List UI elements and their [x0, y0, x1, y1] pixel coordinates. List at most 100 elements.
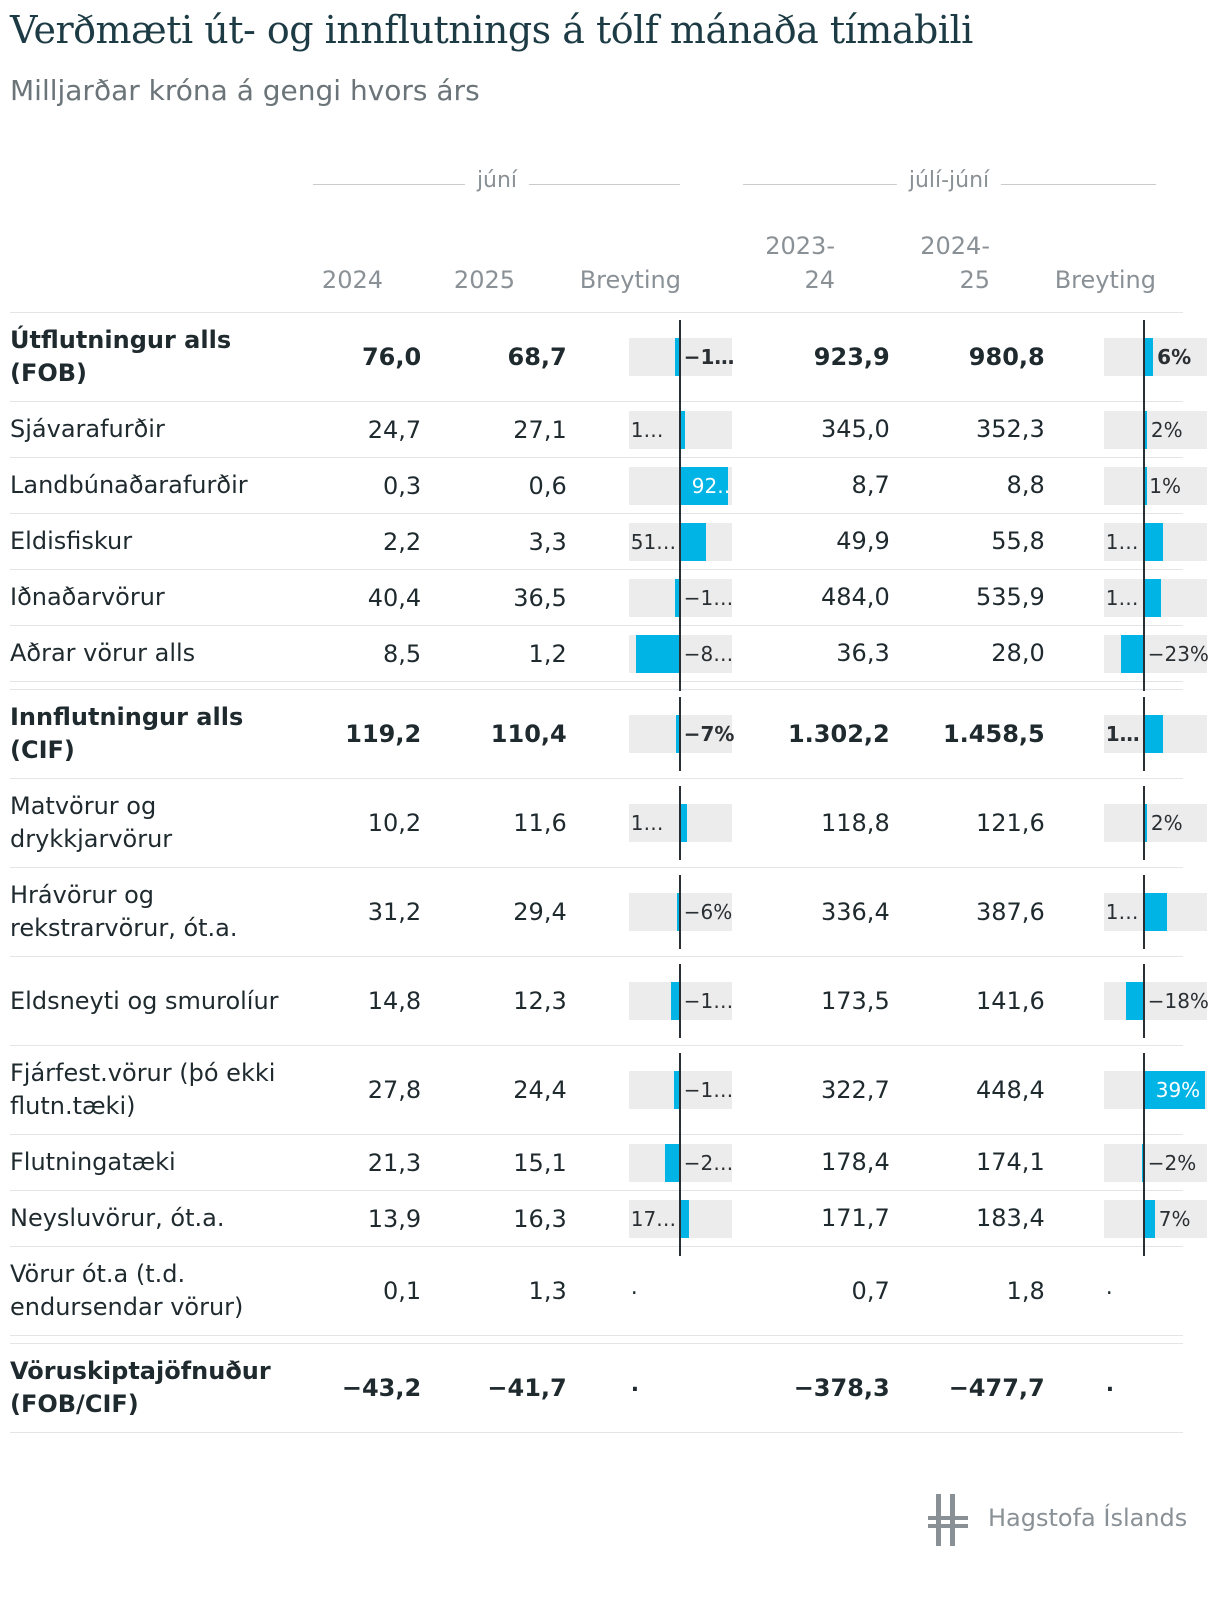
- month-change-bar: 1…: [628, 786, 732, 860]
- row-rest: . 0,7 1,8.: [566, 1246, 1183, 1336]
- value-month-2024: 0,3: [307, 457, 422, 514]
- month-change-bar: 17…: [628, 1181, 732, 1256]
- row-label: Vöruskiptajöfnuður (FOB/CIF): [10, 1343, 308, 1433]
- row-rest: −1… 322,7 448,4 39%: [566, 1045, 1207, 1135]
- value-period-1: 36,3: [836, 639, 890, 667]
- value-month-2025: 36,5: [421, 569, 567, 626]
- period-change-bar-fill: [1143, 338, 1154, 376]
- value-period-1: 484,0: [821, 583, 890, 611]
- value-period-2: 1.458,5: [942, 720, 1045, 748]
- period-change-zero-axis: [1142, 964, 1145, 1038]
- month-change-label: 51…: [630, 529, 677, 554]
- month-change-bar-fill: [671, 982, 680, 1020]
- row-rest: 1… 118,8 121,6 2%: [566, 778, 1207, 868]
- value-month-2024: 76,0: [307, 312, 422, 402]
- period-change-label: 1…: [1105, 722, 1140, 746]
- period-change-bar: −23%: [1103, 616, 1209, 691]
- month-change-zero-axis: [678, 504, 681, 579]
- period-change-label: 7%: [1158, 1206, 1191, 1231]
- row-rest: −1… 173,5 141,6 −18%: [566, 956, 1209, 1046]
- row-label: Útflutningur alls (FOB): [10, 312, 308, 402]
- month-change-zero-axis: [678, 875, 681, 949]
- value-month-2025: 15,1: [421, 1134, 567, 1191]
- row-label: Landbúnaðarafurðir: [10, 457, 308, 514]
- value-month-2024: 24,7: [307, 401, 422, 458]
- value-period-1: −378,3: [793, 1374, 890, 1402]
- value-month-2024: 2,2: [307, 513, 422, 570]
- value-month-2025: 68,7: [421, 312, 567, 402]
- header-month-change: Breyting: [579, 266, 681, 294]
- period-change-label: 1…: [1105, 585, 1139, 610]
- month-change-bar-fill: [679, 410, 685, 449]
- chart-subtitle: Milljarðar króna á gengi hvors árs: [10, 74, 480, 107]
- header-period-1-line2: 24: [804, 266, 835, 294]
- table-row: Vöruskiptajöfnuður (FOB/CIF) −43,2 −41,7. −…: [10, 1343, 1183, 1433]
- period-change-zero-axis: [1142, 875, 1145, 949]
- period-change-bar-fill: [1143, 466, 1147, 505]
- row-label: Eldsneyti og smurolíur: [10, 956, 308, 1046]
- value-month-2024: 10,2: [307, 778, 422, 868]
- period-change-zero-axis: [1142, 560, 1145, 635]
- value-period-1: 49,9: [836, 527, 890, 555]
- value-month-2025: 24,4: [421, 1045, 567, 1135]
- value-period-2: 141,6: [976, 987, 1045, 1015]
- period-change-bar-fill: [1120, 634, 1144, 673]
- month-change-bar: −2…: [628, 1125, 733, 1200]
- row-label: Aðrar vörur alls: [10, 625, 308, 682]
- table-row: Fjárfest.vörur (þó ekki flutn.tæki) 27,8 2…: [10, 1045, 1207, 1135]
- period-change-label: −23%: [1147, 641, 1209, 666]
- period-change-zero-axis: [1142, 392, 1145, 467]
- value-period-2: 174,1: [976, 1148, 1045, 1176]
- month-change-label: 1…: [630, 417, 664, 442]
- month-change-bar-fill: [674, 578, 680, 617]
- row-rest: 51… 49,9 55,8 1…: [566, 504, 1207, 579]
- period-change-bar-fill: [1143, 1199, 1155, 1238]
- value-period-2: −477,7: [948, 1374, 1045, 1402]
- period-change-bar-fill: [1143, 522, 1163, 561]
- period-change-bar: 1%: [1103, 448, 1207, 523]
- value-period-1: 345,0: [821, 415, 890, 443]
- row-label: Eldisfiskur: [10, 513, 308, 570]
- period-change-bar-fill: [1143, 578, 1162, 617]
- group-label-period: júlí-júní: [896, 168, 1002, 193]
- month-change-bar: −1…: [628, 1053, 733, 1127]
- row-rest: −6% 336,4 387,6 1…: [566, 867, 1207, 957]
- table-row: Útflutningur alls (FOB) 76,0 68,7 −1… 923,9 9…: [10, 312, 1207, 402]
- month-change-bar-fill: [676, 893, 680, 931]
- value-month-2025: 1,3: [421, 1246, 567, 1336]
- period-change-bar: 2%: [1103, 786, 1207, 860]
- row-rest: −7% 1.302,2 1.458,5 1…: [566, 689, 1207, 779]
- month-change-zero-axis: [678, 964, 681, 1038]
- period-change-label: −18%: [1147, 989, 1209, 1013]
- value-period-1: 923,9: [813, 343, 890, 371]
- section-gap: [10, 1335, 1183, 1344]
- table-row: Aðrar vörur alls 8,5 1,2 −8… 36,3 28,0 −23%: [10, 616, 1209, 691]
- value-month-2024: −43,2: [307, 1343, 422, 1433]
- period-change-bar-fill: [1143, 410, 1147, 449]
- period-change-zero-axis: [1142, 448, 1145, 523]
- month-change-bar-fill: [664, 1143, 680, 1182]
- month-change-label: −1…: [683, 989, 734, 1013]
- value-period-2: 28,0: [991, 639, 1045, 667]
- period-change-bar: 1…: [1103, 875, 1207, 949]
- row-label: Vörur ót.a (t.d. endursendar vörur): [10, 1246, 308, 1336]
- value-month-2024: 27,8: [307, 1045, 422, 1135]
- period-change-bar: −18%: [1103, 964, 1209, 1038]
- table-body: Útflutningur alls (FOB) 76,0 68,7 −1… 923,9 9…: [10, 312, 1209, 1434]
- value-month-2024: 119,2: [307, 689, 422, 779]
- value-period-1: 118,8: [821, 809, 890, 837]
- header-period-1-line1: 2023-: [765, 232, 835, 260]
- value-period-2: 121,6: [976, 809, 1045, 837]
- period-change-label: 2%: [1150, 811, 1183, 835]
- table-row: Sjávarafurðir 24,7 27,1 1… 345,0 352,3 2%: [10, 392, 1207, 467]
- table-row: Hrávörur og rekstrarvörur, ót.a. 31,2 29,4…: [10, 867, 1207, 957]
- month-change-bar: −7%: [628, 697, 734, 771]
- month-change-label: −1…: [683, 585, 734, 610]
- period-change-label: −2%: [1147, 1150, 1197, 1175]
- table-row: Neysluvörur, ót.a. 13,9 16,3 17… 171,7 183,4 7…: [10, 1181, 1207, 1256]
- value-month-2024: 21,3: [307, 1134, 422, 1191]
- month-change-zero-axis: [678, 320, 681, 394]
- period-change-label: 39%: [1155, 1078, 1201, 1102]
- period-change-bar-fill: [1125, 982, 1144, 1020]
- row-label: Innflutningur alls (CIF): [10, 689, 308, 779]
